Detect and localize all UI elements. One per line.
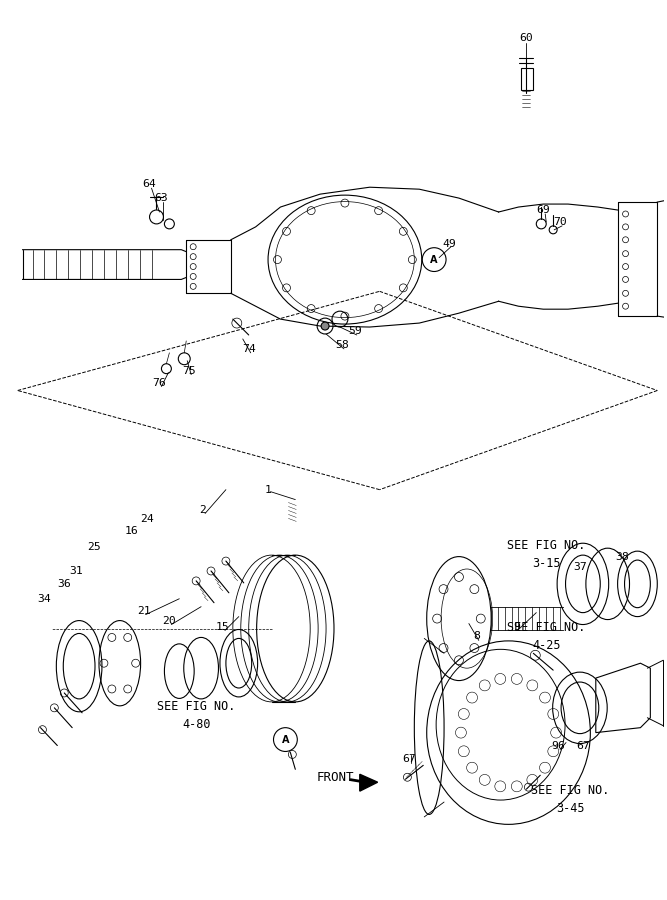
Text: 49: 49 — [442, 238, 456, 248]
Text: 8: 8 — [474, 632, 480, 642]
Text: SEE FIG NO.
4-80: SEE FIG NO. 4-80 — [157, 700, 235, 732]
Text: 25: 25 — [87, 542, 101, 553]
Bar — [522, 68, 534, 90]
Text: 96: 96 — [551, 741, 565, 751]
Text: SEE FIG NO.
3-45: SEE FIG NO. 3-45 — [531, 784, 609, 814]
Text: 37: 37 — [573, 562, 587, 572]
Polygon shape — [360, 774, 378, 791]
Text: 38: 38 — [616, 552, 630, 562]
Text: 59: 59 — [348, 326, 362, 336]
Text: 16: 16 — [125, 526, 139, 536]
Text: 15: 15 — [216, 622, 230, 632]
Text: SEE FIG NO.
3-15: SEE FIG NO. 3-15 — [507, 538, 586, 570]
Text: 69: 69 — [536, 205, 550, 215]
Text: A: A — [281, 734, 289, 744]
Text: 64: 64 — [143, 179, 157, 189]
Text: A: A — [430, 255, 438, 265]
Text: 20: 20 — [163, 616, 176, 625]
Text: 67: 67 — [576, 741, 590, 751]
Text: 9: 9 — [513, 622, 520, 632]
Text: 1: 1 — [265, 485, 272, 495]
Text: 34: 34 — [37, 594, 51, 604]
Text: 2: 2 — [199, 505, 207, 515]
Text: 75: 75 — [182, 365, 196, 375]
Text: 63: 63 — [155, 194, 168, 203]
Text: FRONT: FRONT — [316, 770, 354, 784]
Text: 21: 21 — [137, 606, 151, 616]
Text: 24: 24 — [139, 515, 153, 525]
Text: 60: 60 — [520, 33, 533, 43]
Text: 36: 36 — [57, 579, 71, 589]
Text: 76: 76 — [153, 378, 166, 388]
Text: 74: 74 — [242, 344, 255, 354]
Text: SEE FIG NO.
4-25: SEE FIG NO. 4-25 — [507, 621, 586, 652]
Text: 58: 58 — [335, 340, 349, 350]
Text: 31: 31 — [69, 566, 83, 576]
Text: 70: 70 — [553, 217, 567, 227]
Text: 67: 67 — [402, 754, 416, 764]
Circle shape — [321, 322, 329, 330]
